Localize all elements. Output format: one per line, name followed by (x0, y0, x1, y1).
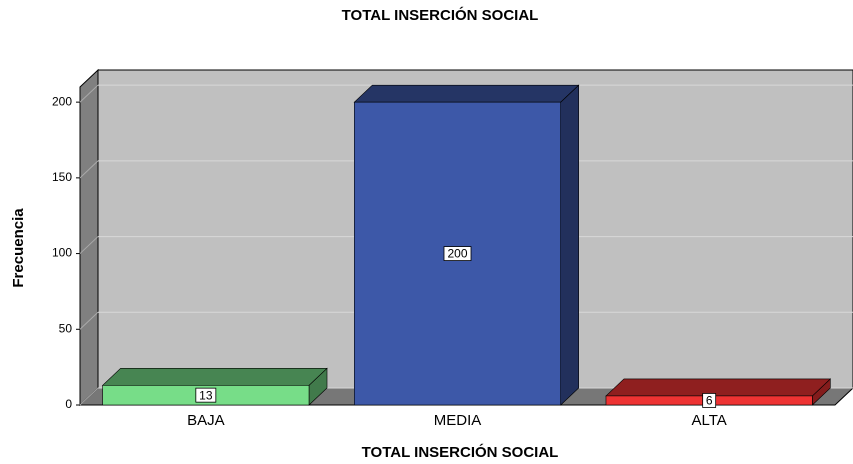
y-tick-label: 50 (59, 321, 73, 335)
grid-line-side (79, 160, 99, 179)
bar-side (560, 84, 579, 406)
side-wall (79, 68, 99, 407)
grid-line-side (79, 84, 99, 103)
data-label-box (195, 387, 217, 403)
data-label-box (443, 246, 472, 261)
grid-line-side (79, 311, 99, 330)
y-tick-label: 150 (52, 170, 72, 184)
x-tick-label: BAJA (187, 412, 225, 429)
y-tick-label: 200 (52, 94, 72, 108)
x-axis-title: TOTAL INSERCIÓN SOCIAL (362, 443, 559, 461)
data-label: 13 (199, 388, 213, 402)
y-tick-label: 0 (65, 397, 72, 411)
data-label: 6 (706, 394, 713, 408)
chart-title: TOTAL INSERCIÓN SOCIAL (342, 6, 539, 24)
x-tick-label: ALTA (692, 412, 727, 429)
bar-top (353, 84, 580, 103)
bar-top (605, 378, 832, 397)
y-axis-title: Frecuencia (10, 208, 27, 288)
data-label-box (702, 393, 717, 408)
x-tick-label: MEDIA (434, 412, 482, 429)
bar-top (101, 368, 328, 386)
grid-line-side (79, 387, 99, 406)
y-tick-label: 100 (52, 246, 72, 260)
grid-line-side (79, 236, 99, 254)
data-label: 200 (447, 247, 467, 261)
